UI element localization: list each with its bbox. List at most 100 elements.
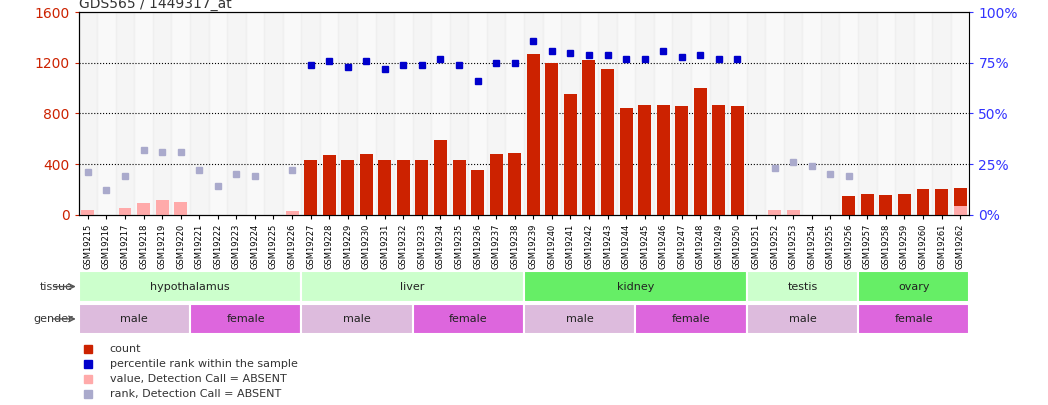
Bar <box>839 12 858 215</box>
Bar <box>320 12 339 215</box>
Text: testis: testis <box>787 281 817 292</box>
Bar <box>339 12 357 215</box>
Bar <box>508 153 521 215</box>
Bar <box>617 12 635 215</box>
Text: ovary: ovary <box>898 281 930 292</box>
Bar <box>654 12 673 215</box>
Bar <box>431 12 450 215</box>
Bar <box>914 12 933 215</box>
Bar <box>898 194 911 215</box>
Bar <box>765 12 784 215</box>
Bar <box>79 271 301 302</box>
Text: liver: liver <box>400 281 424 292</box>
Bar <box>728 12 746 215</box>
Bar <box>709 12 728 215</box>
Bar <box>580 12 598 215</box>
Text: male: male <box>566 314 593 324</box>
Bar <box>434 140 447 215</box>
Bar <box>746 271 858 302</box>
Bar <box>450 12 468 215</box>
Bar <box>115 12 134 215</box>
Text: female: female <box>449 314 487 324</box>
Text: rank, Detection Call = ABSENT: rank, Detection Call = ABSENT <box>110 389 281 399</box>
Bar <box>524 12 543 215</box>
Bar <box>784 12 803 215</box>
Text: count: count <box>110 343 141 354</box>
Bar <box>746 12 765 215</box>
Text: female: female <box>226 314 265 324</box>
Bar <box>619 108 633 215</box>
Bar <box>415 160 429 215</box>
Bar <box>598 12 617 215</box>
Bar <box>713 104 725 215</box>
Bar <box>635 12 654 215</box>
Bar <box>545 63 559 215</box>
Bar <box>954 207 966 215</box>
Bar <box>190 304 301 334</box>
Bar <box>79 304 190 334</box>
Bar <box>79 12 97 215</box>
Text: female: female <box>894 314 933 324</box>
Bar <box>524 271 746 302</box>
Bar <box>357 12 375 215</box>
Bar <box>172 12 190 215</box>
Text: tissue: tissue <box>40 281 73 292</box>
Bar <box>935 190 948 215</box>
Bar <box>933 12 951 215</box>
Bar <box>858 304 969 334</box>
Bar <box>153 12 172 215</box>
Bar <box>245 12 264 215</box>
Bar <box>97 12 115 215</box>
Bar <box>342 160 354 215</box>
Text: male: male <box>121 314 148 324</box>
Bar <box>635 304 746 334</box>
Bar <box>527 54 540 215</box>
Text: kidney: kidney <box>616 281 654 292</box>
Bar <box>524 304 635 334</box>
Text: gender: gender <box>34 314 73 324</box>
Bar <box>190 12 209 215</box>
Bar <box>302 304 413 334</box>
Text: value, Detection Call = ABSENT: value, Detection Call = ABSENT <box>110 374 286 384</box>
Bar <box>821 12 839 215</box>
Bar <box>264 12 283 215</box>
Bar <box>694 88 706 215</box>
Bar <box>453 160 465 215</box>
Bar <box>375 12 394 215</box>
Bar <box>505 12 524 215</box>
Bar <box>413 12 431 215</box>
Bar <box>787 210 800 215</box>
Bar <box>137 202 150 215</box>
Text: male: male <box>788 314 816 324</box>
Bar <box>895 12 914 215</box>
Bar <box>583 60 595 215</box>
Bar <box>489 154 503 215</box>
Bar <box>285 211 299 215</box>
Bar <box>858 271 969 302</box>
Bar <box>657 104 670 215</box>
Text: male: male <box>343 314 371 324</box>
Bar <box>543 12 561 215</box>
Bar <box>378 160 391 215</box>
Text: hypothalamus: hypothalamus <box>150 281 230 292</box>
Bar <box>860 194 874 215</box>
Bar <box>413 304 524 334</box>
Bar <box>82 210 94 215</box>
Bar <box>564 94 576 215</box>
Bar <box>951 12 969 215</box>
Bar <box>691 12 709 215</box>
Bar <box>283 12 301 215</box>
Bar <box>397 160 410 215</box>
Bar <box>155 200 169 215</box>
Bar <box>304 160 318 215</box>
Bar <box>879 195 893 215</box>
Bar <box>134 12 153 215</box>
Bar <box>118 208 131 215</box>
Bar <box>746 304 858 334</box>
Bar <box>843 196 855 215</box>
Bar <box>302 271 524 302</box>
Bar <box>561 12 580 215</box>
Bar <box>468 12 487 215</box>
Bar <box>174 202 188 215</box>
Text: GDS565 / 1449317_at: GDS565 / 1449317_at <box>79 0 232 11</box>
